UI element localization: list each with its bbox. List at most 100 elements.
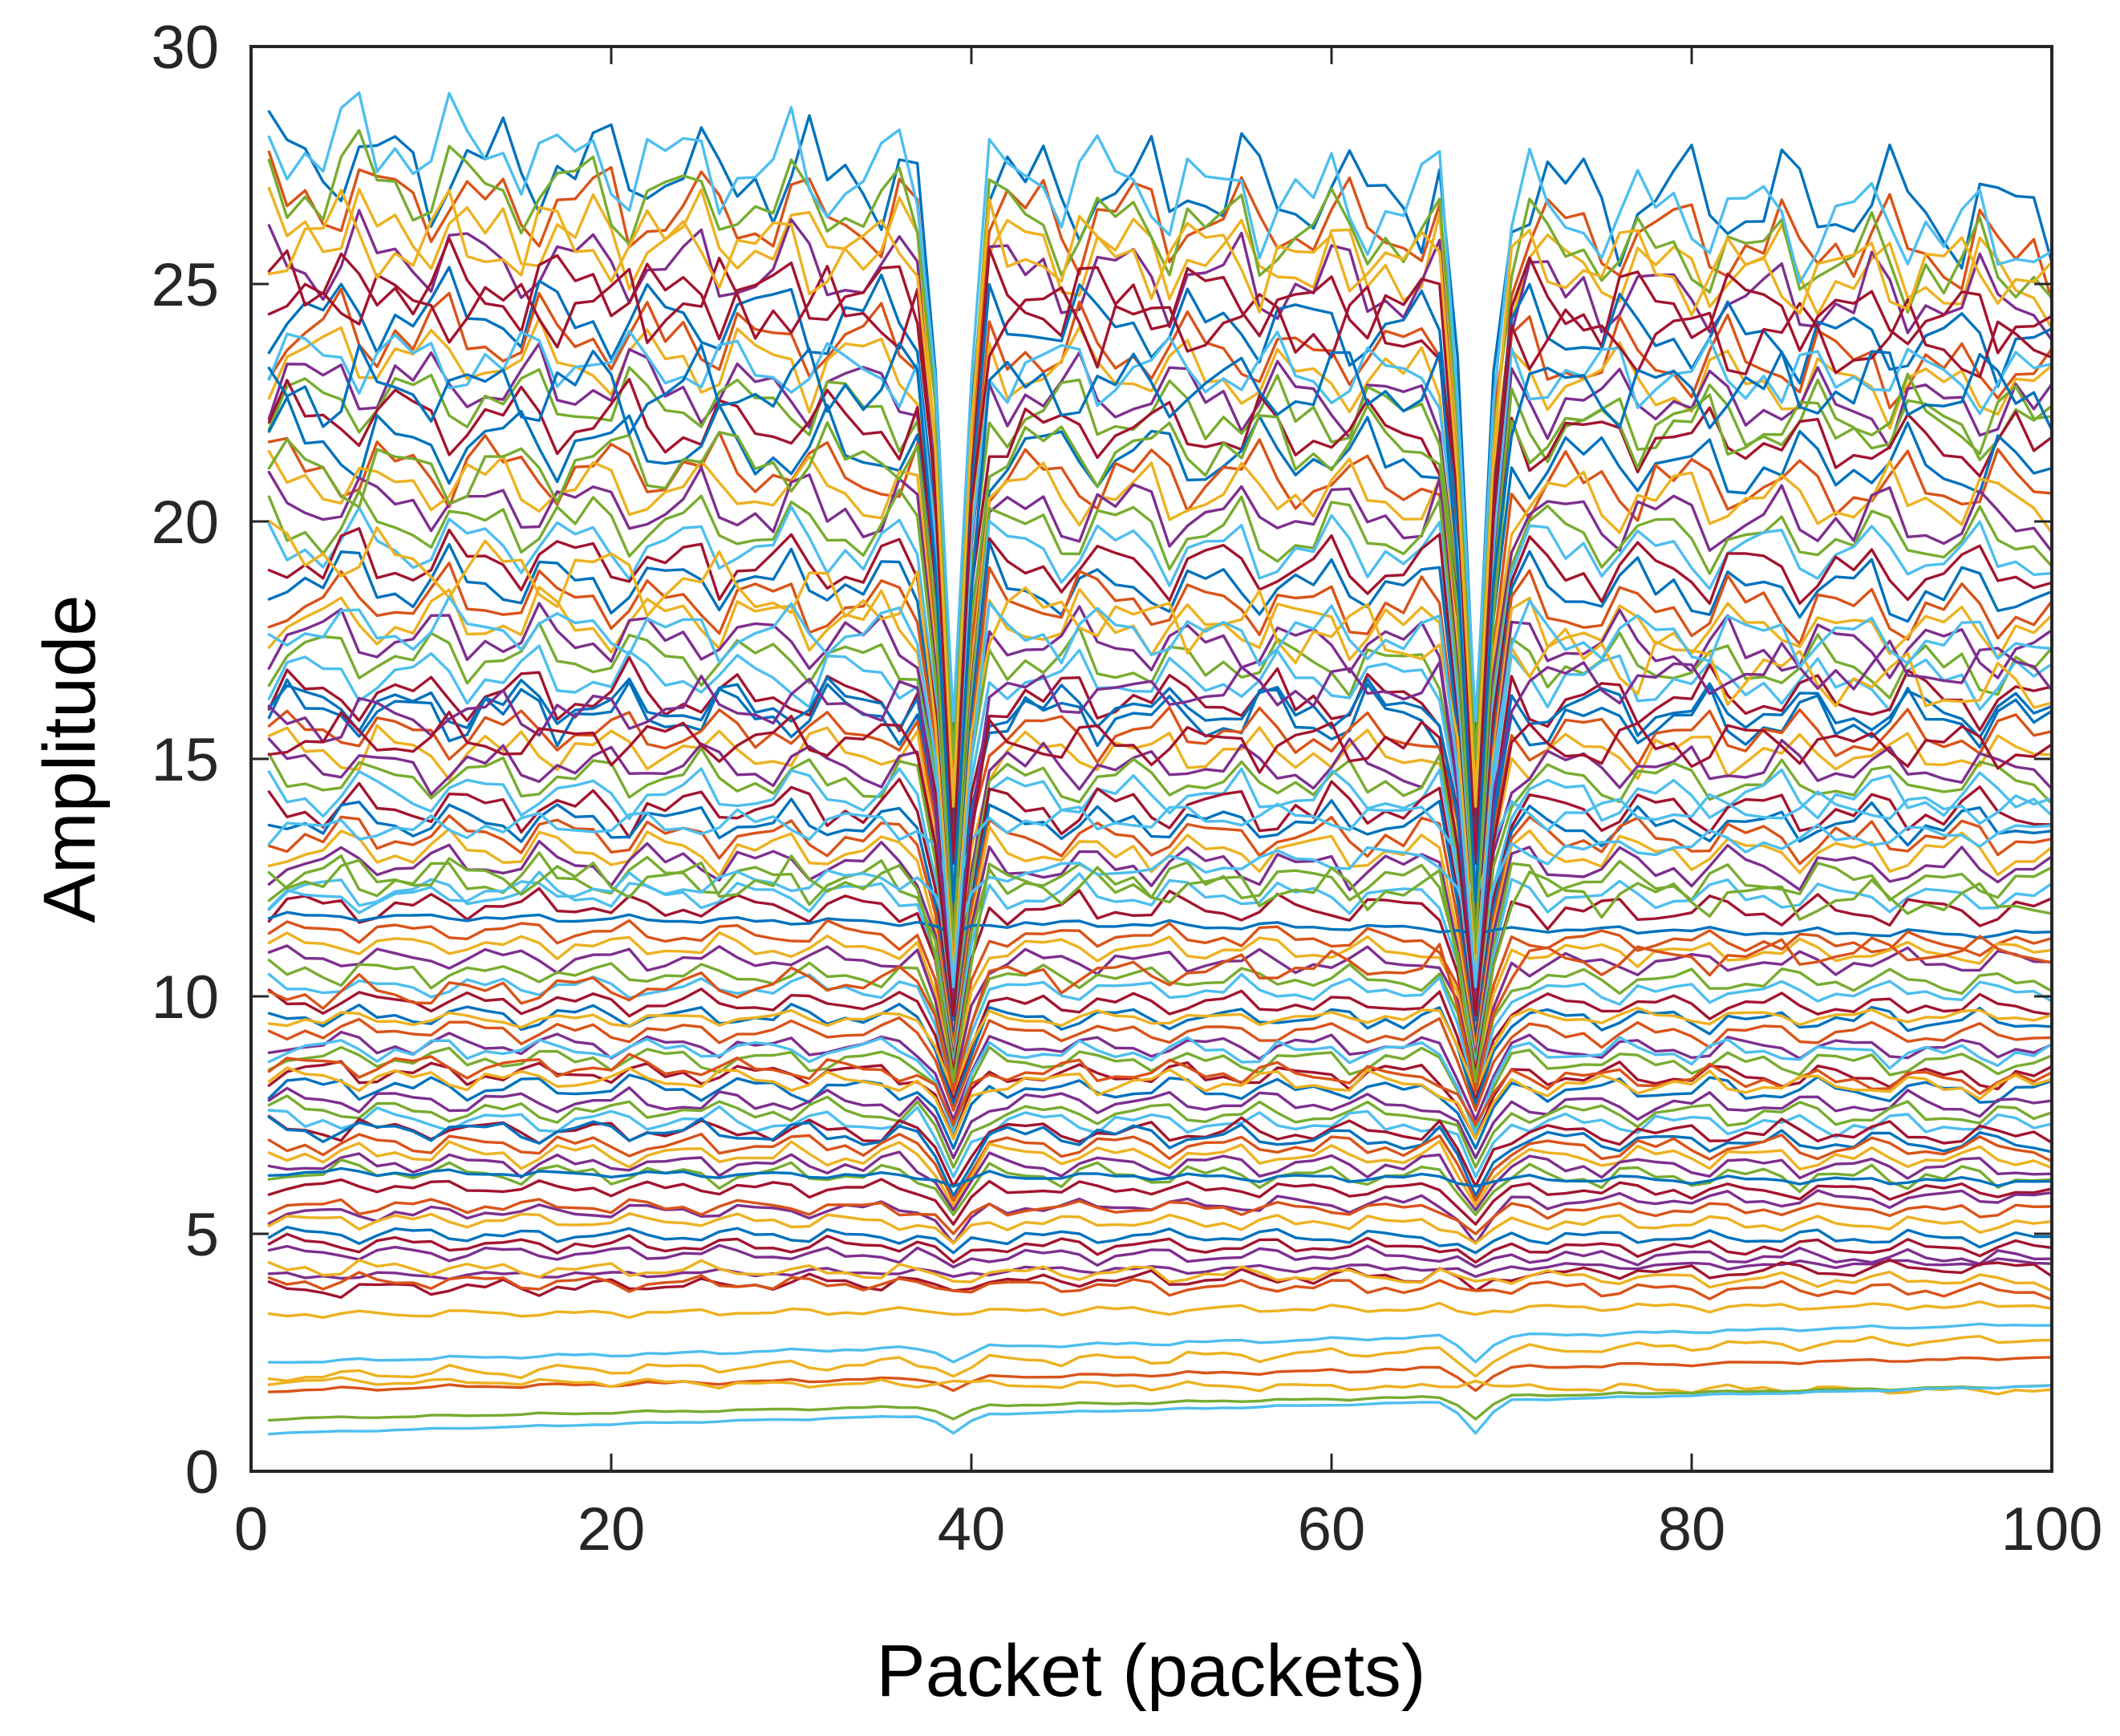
series-line-s81	[267, 1300, 2052, 1320]
series-line-s91	[267, 372, 2052, 951]
series-line-s16	[267, 431, 2052, 941]
series-line-s44	[267, 919, 2052, 1079]
series-line-s23	[267, 562, 2052, 984]
series-line-s75	[267, 1232, 2052, 1264]
series-line-s9	[267, 287, 2052, 870]
series-line-s60	[267, 1086, 2052, 1159]
series-line-s4	[267, 209, 2052, 817]
series-line-s30	[267, 706, 2052, 1017]
series-line-s78	[267, 1258, 2052, 1299]
series-line-s89	[267, 823, 2052, 951]
series-line-s21	[267, 527, 2052, 975]
y-tick-label: 30	[151, 14, 219, 82]
series-line-s86	[267, 1384, 2052, 1422]
x-tick-label: 80	[1658, 1495, 1726, 1564]
series-line-s47	[267, 959, 2052, 1093]
y-axis-label: Amplitude	[29, 594, 111, 923]
series-line-s59	[267, 1066, 2052, 1141]
series-line-s57	[267, 1073, 2052, 1150]
series-line-s95	[267, 342, 2052, 903]
series-line-s7	[267, 237, 2052, 832]
y-tick-label: 25	[151, 251, 219, 319]
series-line-s67	[267, 1150, 2052, 1212]
series-line-s74	[267, 1225, 2052, 1255]
series-line-s31	[267, 724, 2052, 1022]
series-line-s39	[267, 840, 2052, 1060]
series-line-s52	[267, 1006, 2052, 1093]
series-line-s13	[267, 330, 2052, 889]
series-line-s42	[267, 886, 2052, 1074]
series-line-s29	[267, 678, 2052, 1012]
series-line-s43	[267, 911, 2052, 939]
series-line-s70	[267, 1178, 2052, 1226]
series-line-s5	[267, 128, 2052, 761]
y-tick-label: 20	[151, 489, 219, 557]
x-tick-label: 20	[578, 1495, 646, 1564]
series-line-s84	[267, 1356, 2052, 1393]
series-line-s90	[267, 675, 2052, 1022]
series-line-s87	[267, 1384, 2052, 1436]
series-line-s34	[267, 767, 2052, 1036]
x-tick-label: 60	[1298, 1495, 1366, 1564]
series-line-s80	[267, 1271, 2052, 1301]
series-line-s96	[267, 935, 2052, 1093]
series-line-s79	[267, 1259, 2052, 1292]
series-line-s20	[267, 505, 2052, 970]
series-line-s46	[267, 944, 2052, 1089]
series-line-s15	[267, 395, 2052, 931]
series-line-s55	[267, 1036, 2052, 1136]
series-line-s40	[267, 851, 2052, 1065]
y-tick-label: 0	[185, 1438, 219, 1507]
series-line-s85	[267, 1376, 2052, 1396]
series-line-s68	[267, 1158, 2052, 1216]
series-line-s73	[267, 1212, 2052, 1245]
series-line-s14	[267, 378, 2052, 918]
series-line-s98	[267, 595, 2052, 988]
series-group	[267, 91, 2052, 1436]
series-line-s33	[267, 747, 2052, 1032]
series-line-s11	[267, 342, 2052, 898]
series-line-s48	[267, 972, 2052, 1097]
series-line-s72	[267, 1198, 2052, 1235]
series-line-s32	[267, 737, 2052, 1027]
series-line-s82	[267, 1322, 2052, 1364]
x-tick-label: 0	[234, 1495, 268, 1564]
y-tick-label: 15	[151, 726, 219, 794]
series-line-s6	[267, 91, 2052, 723]
series-line-s83	[267, 1335, 2052, 1382]
x-axis: 0 20 40 60 80 100	[234, 47, 2103, 1564]
series-line-s66	[267, 1139, 2052, 1207]
series-line-s51	[267, 1016, 2052, 1112]
series-line-s24	[267, 586, 2052, 988]
series-line-s100	[267, 189, 2052, 808]
series-line-s27	[267, 644, 2052, 1003]
series-line-s93	[267, 519, 2052, 975]
series-line-s65	[267, 1133, 2052, 1203]
series-line-s45	[267, 931, 2052, 1084]
x-tick-label: 100	[2001, 1495, 2103, 1564]
series-line-s92	[267, 249, 2052, 865]
series-line-s18	[267, 466, 2052, 960]
series-line-s77	[267, 1257, 2052, 1281]
series-line-s99	[267, 710, 2052, 1017]
x-tick-label: 40	[938, 1495, 1006, 1564]
series-line-s58	[267, 1053, 2052, 1126]
series-line-s97	[267, 854, 2052, 1084]
series-line-s36	[267, 797, 2052, 1045]
series-line-s61	[267, 1094, 2052, 1169]
y-axis: 0 5 10 15 20 25 30	[151, 14, 2052, 1507]
series-line-s17	[267, 449, 2052, 951]
series-line-s37	[267, 814, 2052, 1050]
series-line-s19	[267, 488, 2052, 965]
series-line-s26	[267, 622, 2052, 998]
y-tick-label: 5	[185, 1201, 219, 1269]
series-line-s76	[267, 1243, 2052, 1269]
series-line-s88	[267, 790, 2052, 903]
series-line-s49	[267, 988, 2052, 1102]
series-line-s69	[267, 1166, 2052, 1188]
y-tick-label: 10	[151, 963, 219, 1032]
series-line-s62	[267, 1105, 2052, 1178]
x-axis-label: Packet (packets)	[876, 1630, 1425, 1712]
series-line-s94	[267, 639, 2052, 1008]
